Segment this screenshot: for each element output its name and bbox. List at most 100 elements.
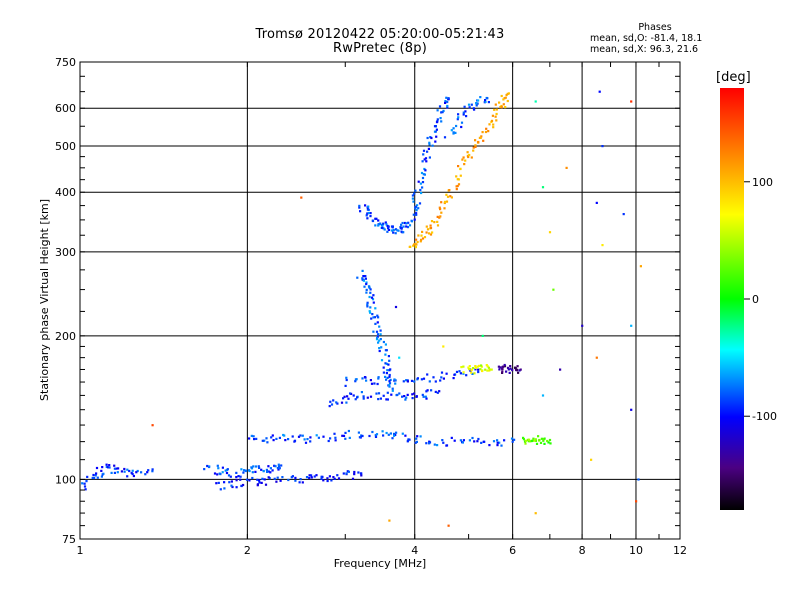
data-point-trace-2 [322,479,325,482]
data-point-sparse-12 [637,478,640,481]
data-point-trace-7 [420,191,423,195]
data-point-trace-8 [452,132,455,135]
data-point-trace-1 [219,473,222,476]
data-point-trace-3 [361,434,364,438]
data-point-trace-2 [245,478,249,481]
data-point-trace-7 [419,188,422,192]
data-point-trace-9 [414,246,417,249]
data-point-trace-7 [421,186,424,189]
data-point-trace-9 [485,127,488,130]
data-point-trace-3 [271,434,274,437]
data-point-trace-2 [360,474,363,477]
data-point-trace-9 [503,97,506,100]
data-point-trace-3 [510,437,514,440]
data-point-trace-6 [365,282,368,286]
data-point-trace-7 [413,218,416,221]
data-point-trace-4 [375,392,378,395]
data-point-trace-5 [452,377,455,380]
data-point-trace-1 [278,465,281,468]
data-point-trace-3 [496,439,499,442]
data-point-trace-5 [388,382,392,385]
data-point-trace-10 [460,366,463,369]
data-point-trace-0 [126,475,129,478]
data-point-trace-2 [219,488,222,491]
data-point-trace-8 [457,113,460,116]
data-point-trace-0 [128,469,131,473]
data-point-trace-6 [376,337,379,340]
data-point-trace-6 [388,384,391,387]
data-point-trace-13 [542,439,545,442]
data-point-trace-3 [415,440,418,443]
data-point-trace-7 [400,223,403,226]
data-point-trace-2 [279,479,282,482]
data-point-trace-6 [379,333,382,336]
data-point-trace-7 [438,105,442,108]
data-point-trace-7 [412,213,415,216]
data-point-trace-9 [474,144,477,147]
data-point-trace-1 [206,464,209,468]
data-point-sparse-21 [398,356,401,359]
data-point-trace-7 [434,140,437,143]
data-point-trace-4 [424,395,427,398]
data-point-sparse-10 [630,408,633,411]
data-point-trace-0 [126,468,129,471]
data-point-trace-11 [509,365,512,368]
data-point-trace-6 [364,277,367,280]
data-point-trace-9 [505,93,508,97]
data-point-trace-9 [492,123,495,126]
data-point-trace-5 [434,380,437,383]
data-point-trace-3 [407,438,410,441]
data-point-trace-3 [441,439,444,442]
data-point-trace-7 [374,217,377,220]
data-point-trace-1 [216,464,219,467]
data-point-trace-11 [511,369,514,372]
phases-legend-title: Phases [638,22,672,33]
data-point-trace-12 [532,437,535,440]
data-point-trace-7 [415,213,418,216]
data-point-trace-11 [516,368,519,371]
data-point-trace-0 [105,463,108,466]
data-point-trace-7 [426,136,429,140]
data-point-trace-0 [92,473,95,477]
data-point-sparse-2 [598,90,601,93]
data-point-trace-3 [436,444,439,447]
data-point-trace-7 [377,224,380,227]
data-point-sparse-13 [541,186,545,189]
data-point-trace-2 [230,484,233,487]
plot-frame [79,61,681,540]
data-point-trace-3 [341,434,344,437]
data-point-trace-2 [260,481,263,484]
data-point-trace-2 [298,481,301,484]
data-point-trace-13 [548,438,552,442]
data-point-trace-12 [525,439,528,442]
data-point-trace-9 [457,183,461,186]
data-point-trace-1 [269,471,272,474]
data-point-trace-7 [366,212,369,215]
data-point-trace-0 [146,471,149,474]
data-point-trace-0 [123,470,126,473]
data-point-trace-3 [309,436,312,439]
data-point-trace-7 [422,153,425,156]
data-point-trace-0 [113,471,116,474]
data-point-trace-3 [476,440,479,443]
data-point-trace-3 [492,440,496,443]
data-point-trace-3 [393,434,396,437]
data-point-trace-9 [499,105,502,109]
data-point-trace-9 [491,114,494,117]
data-point-trace-9 [470,156,473,159]
data-point-trace-7 [444,100,447,103]
data-point-trace-0 [144,473,147,476]
data-point-trace-4 [377,398,380,401]
data-point-trace-6 [391,389,394,392]
data-point-trace-10 [487,366,490,369]
data-point-trace-3 [498,441,501,444]
data-point-trace-2 [281,476,284,479]
data-point-trace-9 [462,156,465,159]
data-point-trace-2 [215,482,218,485]
data-point-trace-7 [381,224,384,227]
data-point-trace-7 [442,109,445,112]
data-point-trace-4 [362,397,365,400]
data-point-trace-3 [342,434,346,437]
data-point-trace-5 [440,376,443,379]
data-point-trace-12 [534,438,537,441]
